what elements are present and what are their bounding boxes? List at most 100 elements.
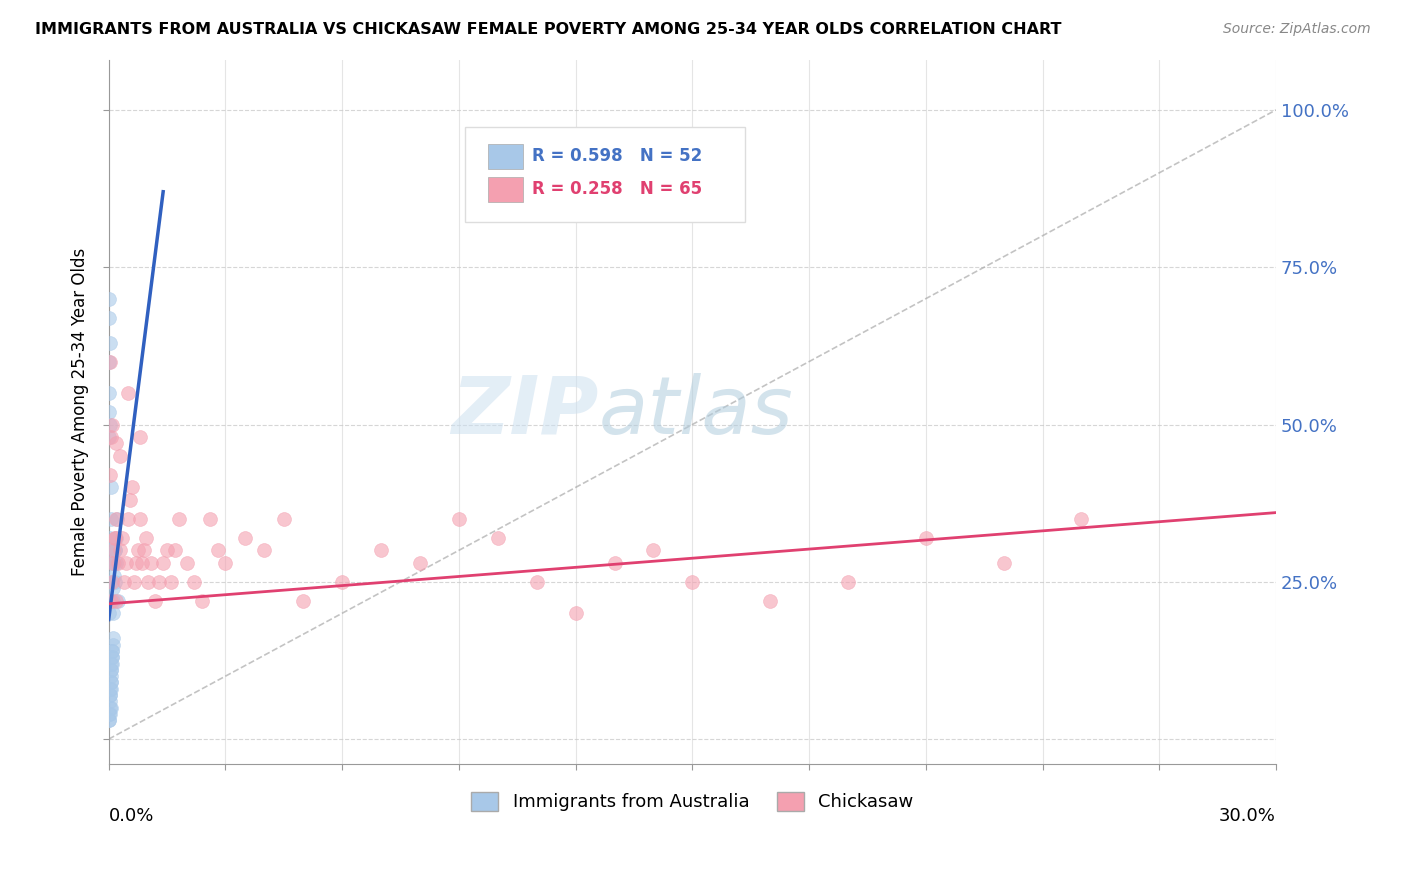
Point — [191, 593, 214, 607]
Point — [292, 593, 315, 607]
Point — [370, 543, 392, 558]
Point — [681, 574, 703, 589]
Point — [643, 543, 665, 558]
Point — [101, 607, 124, 621]
Point — [526, 574, 548, 589]
Point — [98, 292, 121, 306]
Text: 30.0%: 30.0% — [1219, 806, 1277, 824]
FancyBboxPatch shape — [488, 178, 523, 202]
Point — [101, 638, 124, 652]
Point — [110, 449, 132, 463]
Point — [122, 574, 145, 589]
Point — [148, 574, 170, 589]
Point — [98, 713, 121, 727]
Point — [101, 581, 124, 595]
Point — [104, 512, 127, 526]
Point — [103, 531, 125, 545]
Point — [100, 556, 122, 570]
Point — [104, 543, 127, 558]
Point — [98, 706, 121, 721]
Point — [101, 650, 124, 665]
Point — [104, 556, 127, 570]
Point — [98, 430, 121, 444]
Point — [486, 531, 509, 545]
Legend: Immigrants from Australia, Chickasaw: Immigrants from Australia, Chickasaw — [464, 785, 921, 819]
Point — [253, 543, 276, 558]
Point — [98, 694, 121, 708]
Point — [993, 556, 1015, 570]
Point — [152, 556, 174, 570]
Point — [759, 593, 782, 607]
Point — [198, 512, 221, 526]
Point — [103, 568, 125, 582]
Point — [207, 543, 229, 558]
Point — [98, 405, 121, 419]
Text: R = 0.598   N = 52: R = 0.598 N = 52 — [533, 147, 703, 165]
Point — [103, 531, 125, 545]
Point — [101, 574, 124, 589]
Point — [100, 593, 122, 607]
Point — [214, 556, 236, 570]
Point — [132, 543, 155, 558]
Text: atlas: atlas — [599, 373, 794, 451]
Point — [105, 436, 128, 450]
Point — [100, 669, 122, 683]
Y-axis label: Female Poverty Among 25-34 Year Olds: Female Poverty Among 25-34 Year Olds — [72, 248, 89, 576]
Point — [135, 531, 157, 545]
Point — [101, 644, 124, 658]
Text: R = 0.258   N = 65: R = 0.258 N = 65 — [533, 180, 703, 198]
Point — [128, 512, 150, 526]
Point — [98, 467, 121, 482]
Point — [103, 543, 125, 558]
Point — [98, 310, 121, 325]
Point — [117, 512, 139, 526]
Point — [98, 607, 121, 621]
Point — [107, 556, 129, 570]
Point — [112, 574, 135, 589]
Point — [145, 593, 167, 607]
Point — [156, 543, 179, 558]
Point — [100, 675, 122, 690]
Point — [100, 512, 122, 526]
Point — [330, 574, 353, 589]
Point — [125, 556, 148, 570]
Point — [101, 650, 124, 665]
Point — [105, 531, 128, 545]
Point — [136, 574, 159, 589]
Point — [107, 593, 129, 607]
Point — [100, 480, 122, 494]
Point — [98, 531, 121, 545]
Point — [98, 713, 121, 727]
Point — [101, 632, 124, 646]
Point — [447, 512, 470, 526]
Point — [98, 688, 121, 702]
Point — [127, 543, 149, 558]
Point — [98, 354, 121, 368]
Point — [98, 681, 121, 696]
Point — [603, 556, 626, 570]
Point — [100, 681, 122, 696]
Point — [141, 556, 163, 570]
Point — [98, 706, 121, 721]
Point — [105, 512, 128, 526]
Point — [233, 531, 256, 545]
Point — [98, 574, 121, 589]
Point — [100, 663, 122, 677]
Text: 0.0%: 0.0% — [108, 806, 155, 824]
Point — [100, 663, 122, 677]
Point — [160, 574, 183, 589]
Point — [183, 574, 205, 589]
Point — [98, 417, 121, 432]
Point — [101, 644, 124, 658]
Point — [117, 386, 139, 401]
Point — [167, 512, 190, 526]
Point — [100, 700, 122, 714]
Point — [131, 556, 153, 570]
Point — [98, 688, 121, 702]
Point — [105, 593, 128, 607]
Point — [111, 531, 134, 545]
Point — [98, 543, 121, 558]
Point — [176, 556, 198, 570]
Point — [100, 675, 122, 690]
Point — [110, 543, 132, 558]
